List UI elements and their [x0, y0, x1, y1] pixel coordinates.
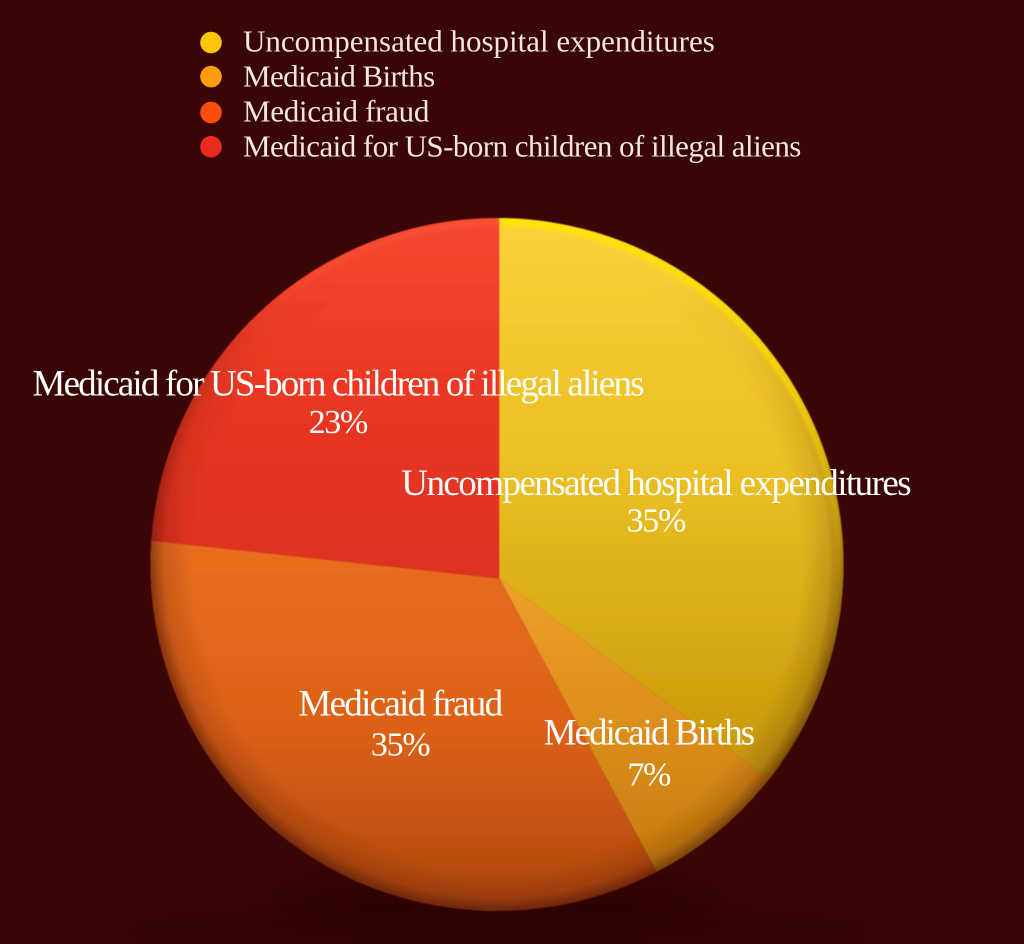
svg-text:35%: 35%	[371, 727, 430, 764]
svg-text:Medicaid for US-born children: Medicaid for US-born children of illegal…	[33, 364, 645, 405]
svg-text:Medicaid Births: Medicaid Births	[544, 713, 755, 754]
svg-text:Uncompensated hospital expendi: Uncompensated hospital expenditures	[243, 24, 715, 59]
svg-text:Uncompensated hospital expendi: Uncompensated hospital expenditures	[401, 463, 911, 504]
svg-text:Medicaid fraud: Medicaid fraud	[298, 684, 503, 725]
svg-text:7%: 7%	[627, 757, 671, 794]
svg-text:23%: 23%	[309, 404, 368, 441]
svg-text:Medicaid fraud: Medicaid fraud	[243, 93, 430, 128]
svg-text:35%: 35%	[627, 503, 686, 540]
svg-text:Medicaid for US-born children: Medicaid for US-born children of illegal…	[243, 128, 801, 163]
svg-text:Medicaid Births: Medicaid Births	[243, 58, 435, 93]
